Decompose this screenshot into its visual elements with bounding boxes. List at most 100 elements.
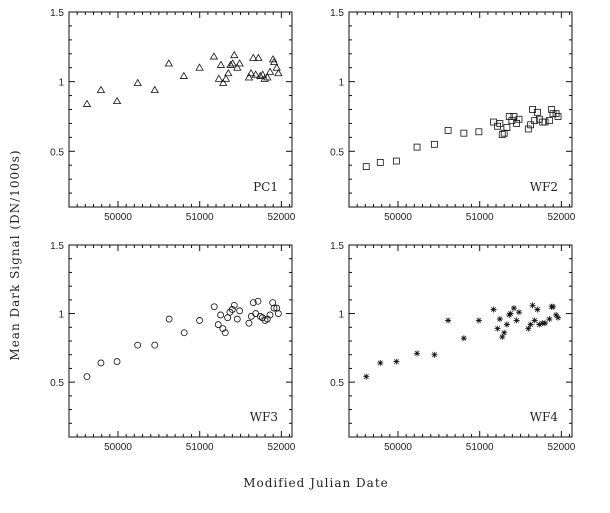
data-point-triangle [133,78,142,86]
data-point-triangle [219,78,228,86]
data-point-square [500,129,508,137]
data-point-circle [219,325,227,333]
data-point-triangle [244,73,254,81]
x-tick-label: 51000 [186,442,214,453]
data-point-asterisk [507,310,514,317]
data-point-circle [151,341,159,349]
data-point-circle [83,373,91,381]
data-point-asterisk [515,309,522,316]
data-point-asterisk [393,358,400,365]
y-tick-label: 1.5 [50,241,64,252]
data-point-asterisk [490,306,497,313]
data-point-circle [236,307,244,315]
data-point-square [490,118,497,126]
data-point-triangle [228,59,237,67]
plot-frame [68,244,293,438]
y-tick-label: 1 [338,310,344,321]
panel-wf3: 50000 51000 52000 0.5 1 1.5 WF3 [50,241,296,453]
y-tick-label: 1 [58,310,64,321]
data-point-asterisk [534,306,541,313]
panel-wf4: 50000 51000 52000 0.5 1 1.5 WF4 [330,241,576,453]
x-tick-label: 52000 [267,442,295,453]
data-point-triangle [233,63,242,71]
data-point-triangle [221,74,231,82]
data-point-asterisk [542,320,549,327]
data-point-circle [274,310,282,317]
data-point-triangle [263,73,272,81]
plot-frame [68,11,293,208]
panel-label: WF2 [530,180,558,194]
x-tick-label: 52000 [547,212,575,223]
data-point-square [496,120,504,127]
data-point-triangle [269,57,279,66]
data-point-triangle [230,50,239,59]
data-point-triangle [150,85,159,93]
data-point-circle [249,299,257,307]
data-point-triangle [195,63,204,71]
panel-wf2: 50000 51000 52000 0.5 1 1.5 WF2 [330,8,576,223]
data-point-triangle [112,96,122,105]
data-point-circle [270,304,278,312]
plot-frame [348,244,573,438]
data-point-asterisk [475,317,482,324]
y-tick-label: 1 [58,78,64,89]
y-tick-label: 0.5 [50,147,64,158]
data-point-square [541,118,549,126]
data-point-circle [214,321,222,328]
data-point-circle [217,311,225,319]
data-point-triangle [216,60,226,68]
x-tick-label: 50000 [384,442,412,453]
data-point-triangle [224,68,233,77]
data-point-square [527,121,535,129]
data-point-square [431,140,438,148]
data-point-circle [230,301,238,309]
data-point-square [392,157,400,165]
data-point-circle [254,297,262,305]
panel-label: WF4 [530,410,559,424]
x-tick-label: 51000 [466,212,494,223]
data-point-asterisk [536,321,543,328]
data-point-circle [221,329,229,337]
data-point-circle [247,312,255,320]
panel-pc1: 50000 51000 52000 0.5 1 1.5 PC1 [50,8,296,223]
y-tick-label: 0.5 [50,378,64,389]
data-point-square [533,108,541,116]
data-point-square [376,159,384,166]
data-point-triangle [249,53,258,61]
data-point-square [554,113,562,120]
x-tick-label: 50000 [104,212,132,223]
data-point-triangle [256,71,265,79]
y-axis-title: Mean Dark Signal (DN/1000s) [8,149,22,360]
data-point-circle [256,312,264,320]
data-point-asterisk [513,317,520,324]
data-point-square [413,143,421,151]
data-point-triangle [214,74,224,82]
data-point-asterisk [445,317,452,324]
data-point-circle [245,319,253,327]
data-point-asterisk [496,316,503,323]
data-point-circle [165,315,173,323]
x-axis-title: Modified Julian Date [243,476,389,490]
data-point-asterisk [414,350,421,357]
data-point-square [460,129,468,137]
data-point-circle [233,315,241,323]
data-point-circle [196,317,203,324]
y-tick-label: 0.5 [330,378,344,389]
data-point-square [524,125,532,133]
y-tick-label: 1.5 [330,8,344,19]
data-point-triangle [272,63,281,71]
data-point-circle [210,303,218,311]
x-tick-label: 50000 [384,212,412,223]
data-point-triangle [96,85,106,93]
data-point-asterisk [460,335,467,342]
data-point-triangle [274,68,283,77]
data-point-square [498,131,506,138]
data-point-triangle [209,52,219,60]
data-point-square [513,120,521,127]
data-point-asterisk [525,325,532,332]
data-point-triangle [226,60,235,68]
data-point-asterisk [363,373,370,380]
data-point-asterisk [431,351,438,358]
data-point-triangle [82,99,92,107]
